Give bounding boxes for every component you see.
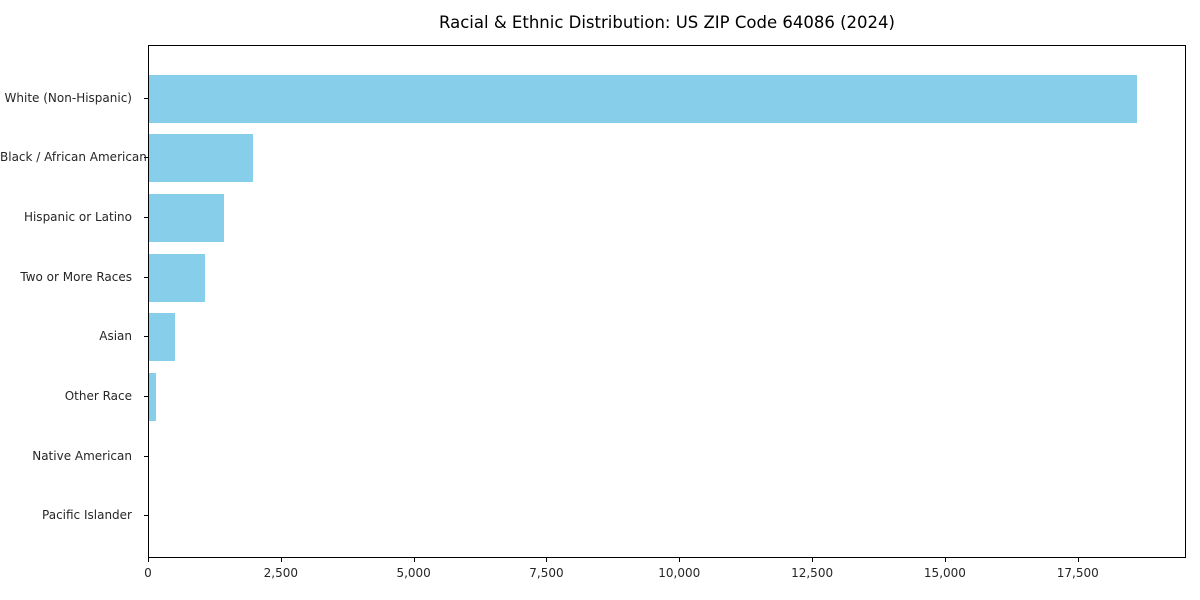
bar-other-race bbox=[149, 373, 157, 421]
y-tick-mark bbox=[144, 157, 148, 159]
y-tick-label: Other Race bbox=[64, 389, 132, 403]
x-tick-label: 0 bbox=[144, 566, 152, 580]
bar-two-or-more-races bbox=[149, 253, 205, 302]
bar-asian bbox=[149, 313, 176, 362]
y-tick-mark bbox=[144, 97, 148, 99]
x-tick-mark bbox=[413, 558, 415, 562]
x-tick-mark bbox=[280, 558, 282, 562]
y-tick-label: Two or More Races bbox=[20, 269, 132, 284]
y-tick-mark bbox=[144, 455, 148, 457]
x-tick-label: 17,500 bbox=[1056, 566, 1099, 580]
bar-black-african-american bbox=[149, 134, 253, 183]
y-tick-label: Black / African American bbox=[0, 150, 147, 165]
x-tick-label: 7,500 bbox=[529, 566, 564, 580]
y-tick-label: White (Non-Hispanic) bbox=[4, 90, 132, 105]
y-tick-label: Asian bbox=[99, 329, 132, 344]
chart-title: Racial & Ethnic Distribution: US ZIP Cod… bbox=[439, 13, 895, 32]
x-tick-mark bbox=[148, 558, 149, 562]
x-tick-label: 2,500 bbox=[263, 566, 298, 580]
y-tick-label: Hispanic or Latino bbox=[23, 209, 132, 224]
bar-hispanic-or-latino bbox=[149, 193, 224, 242]
y-tick-label: Native American bbox=[32, 448, 132, 463]
x-tick-mark bbox=[1077, 558, 1079, 562]
x-tick-label: 15,000 bbox=[923, 566, 966, 580]
x-tick-label: 12,500 bbox=[791, 566, 834, 580]
x-tick-mark bbox=[679, 558, 681, 562]
y-tick-mark bbox=[144, 515, 148, 517]
y-tick-mark bbox=[144, 276, 148, 278]
x-tick-mark bbox=[944, 558, 946, 562]
y-tick-mark bbox=[144, 336, 148, 338]
x-tick-mark bbox=[812, 558, 814, 562]
x-tick-label: 5,000 bbox=[396, 566, 431, 580]
x-tick-mark bbox=[546, 558, 548, 562]
plot-area bbox=[148, 45, 1186, 558]
y-tick-label: Pacific Islander bbox=[42, 508, 132, 523]
bar-white-non-hispanic bbox=[149, 74, 1138, 123]
x-tick-label: 10,000 bbox=[658, 566, 701, 580]
y-tick-mark bbox=[144, 216, 148, 218]
y-tick-mark bbox=[144, 396, 148, 397]
